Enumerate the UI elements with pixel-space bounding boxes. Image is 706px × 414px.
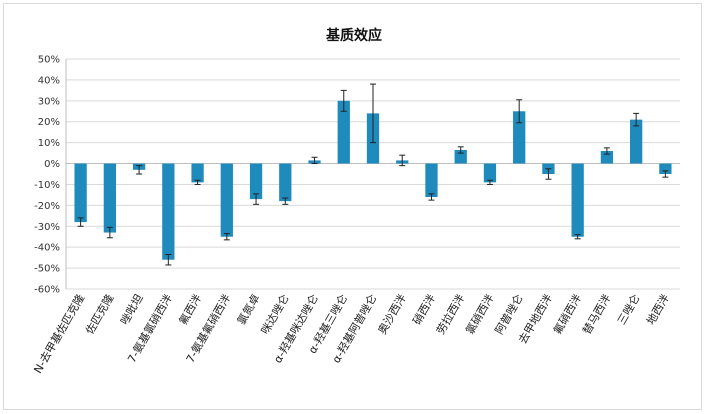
x-tick-label: 氯硝西泮 — [462, 292, 496, 337]
x-tick-label: 三唑仑 — [614, 292, 643, 328]
y-tick-label: 10% — [38, 138, 60, 149]
x-tick-label: N-去甲基佐匹克隆 — [30, 292, 87, 376]
y-tick-label: -30% — [34, 222, 60, 233]
x-tick-label: 咪达唑仑 — [258, 292, 292, 337]
bar — [600, 151, 614, 164]
y-tick-label: -40% — [34, 243, 60, 254]
y-tick-label: 20% — [38, 117, 60, 128]
bar — [513, 111, 526, 164]
x-tick-label: 奥沙西泮 — [375, 292, 409, 337]
bar — [454, 149, 467, 164]
x-tick-label: 替马西泮 — [579, 292, 613, 337]
y-tick-label: -20% — [34, 201, 60, 212]
y-tick-label: 30% — [38, 96, 60, 107]
x-tick-label: 硝西泮 — [409, 292, 438, 328]
bar — [337, 100, 350, 164]
bar — [249, 163, 263, 200]
y-axis-labels: 50% 40% 30% 20% 10% 0% -10% -20% -30% -40% -50% -60… — [34, 55, 60, 296]
y-tick-label: -50% — [34, 264, 60, 275]
chart-frame: 基质效应 50% 40% 30% 20% 10% 0% -10% -20% -30% -40% -5… — [3, 3, 702, 410]
x-tick-label: 唑吡坦 — [117, 292, 146, 328]
x-tick-label: 劳拉西泮 — [433, 292, 467, 337]
bar — [162, 163, 175, 260]
bar — [74, 163, 87, 223]
y-tick-label: -10% — [34, 180, 60, 191]
y-tick-label: -60% — [34, 285, 60, 296]
x-tick-label: 佐匹克隆 — [82, 292, 116, 337]
bar — [483, 163, 497, 183]
bar — [659, 163, 672, 174]
y-tick-label: 50% — [38, 55, 60, 66]
x-tick-label: 氟西泮 — [176, 292, 205, 328]
bar — [425, 163, 438, 197]
bar — [279, 163, 292, 202]
bar — [220, 163, 233, 237]
chart-svg: 基质效应 50% 40% 30% 20% 10% 0% -10% -20% -30% -40% -5… — [30, 27, 680, 376]
x-tick-label: 阿普唑仑 — [492, 292, 526, 337]
y-tick-label: 40% — [38, 75, 60, 86]
bar — [191, 163, 204, 183]
error-bar-layer — [77, 83, 669, 266]
x-tick-label: 氟硝西泮 — [550, 292, 584, 337]
bar — [630, 119, 643, 164]
chart-title: 基质效应 — [326, 27, 382, 44]
bar — [571, 163, 584, 237]
x-tick-label: 氯氮卓 — [234, 292, 263, 328]
x-tick-label: 地西泮 — [643, 292, 672, 328]
bar — [103, 163, 116, 233]
y-tick-label: 0% — [44, 159, 60, 170]
